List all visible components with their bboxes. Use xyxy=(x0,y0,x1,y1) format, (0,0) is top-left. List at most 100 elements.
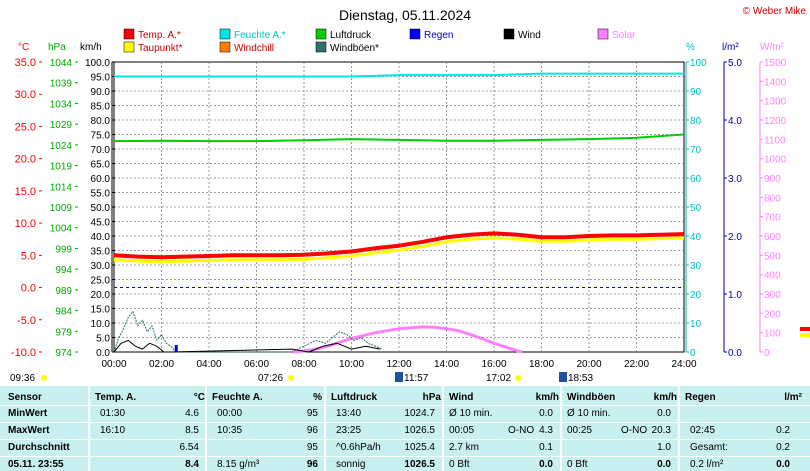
table-cell: 95 xyxy=(306,442,318,453)
noon-time: 11:57 xyxy=(404,373,429,384)
table-cell: 0.2 l/m² xyxy=(690,459,724,470)
sunset-time: 17:02 xyxy=(486,373,511,384)
legend-label: Windchill xyxy=(234,43,274,54)
temp-unit: °C xyxy=(18,42,29,53)
humidity-tick-label: 80 xyxy=(690,116,702,127)
legend-swatch xyxy=(219,28,231,40)
solar-tick-label: 1500 xyxy=(764,58,787,69)
table-header-unit: km/h xyxy=(535,392,559,403)
column-separator xyxy=(560,386,562,471)
wind-tick-label: 20.0 xyxy=(91,290,111,301)
table-cell: Ø 10 min. xyxy=(567,408,611,419)
table-header: Temp. A. xyxy=(95,392,137,403)
column-separator xyxy=(205,386,207,471)
legend-swatch xyxy=(315,41,327,53)
x-tick-label: 10:00 xyxy=(339,359,364,370)
x-tick-label: 00:00 xyxy=(101,359,126,370)
table-cell: 1025.4 xyxy=(404,442,435,453)
pressure-tick-label: 984 xyxy=(55,307,72,318)
table-cell: 00:25 xyxy=(567,425,593,436)
legend-swatch xyxy=(219,41,231,53)
table-cell: 23:25 xyxy=(336,425,362,436)
axes: 35.0 30.0 25.0 20.0 15.0 10.0 5.0 0.0 -5.0 -10.0 1… xyxy=(11,57,787,359)
axis-units: °C hPa km/h % l/m² W/m² xyxy=(18,42,785,53)
rain-tick-label: 0.0 xyxy=(728,348,742,359)
table-cell: 00:05 xyxy=(449,425,475,436)
solar-tick-label: 500 xyxy=(764,251,781,262)
legend-label: Solar xyxy=(612,30,636,41)
table-header: Regen xyxy=(685,392,716,403)
offscreen-trace xyxy=(800,327,810,337)
x-tick-label: 16:00 xyxy=(481,359,506,370)
table-cell: 4.6 xyxy=(185,408,199,419)
humidity-tick-label: 100 xyxy=(690,58,707,69)
row-separator xyxy=(0,422,810,423)
wind-tick-label: 35.0 xyxy=(91,247,111,258)
temp-tick-label: -5.0 xyxy=(17,315,36,327)
table-header: Luftdruck xyxy=(331,392,378,403)
legend-swatch xyxy=(315,28,327,40)
wind-tick-label: 0.0 xyxy=(96,348,110,359)
series-line-windben xyxy=(113,310,383,353)
table-cell: 0.0 xyxy=(539,459,553,470)
table-cell: 96 xyxy=(306,459,318,470)
table-cell: 0.2 xyxy=(776,425,790,436)
legend-label: Luftdruck xyxy=(330,30,372,41)
moonset-time: 18:53 xyxy=(568,373,593,384)
table-cell: 2.7 km xyxy=(449,442,480,453)
table-cell: 0.2 xyxy=(776,442,790,453)
legend-label: Temp. A.* xyxy=(138,30,181,41)
humidity-tick-label: 0 xyxy=(690,348,696,359)
table-row-label: MaxWert xyxy=(8,425,50,436)
table-cell: 01:30 xyxy=(100,408,126,419)
table-cell: 8.15 g/m³ xyxy=(217,459,260,470)
solar-tick-label: 100 xyxy=(764,329,781,340)
humidity-tick-label: 20 xyxy=(690,290,702,301)
x-tick-label: 14:00 xyxy=(434,359,459,370)
temp-tick-label: 20.0 xyxy=(15,154,36,166)
table-cell: 0 Bft xyxy=(567,459,588,470)
stats-table: Sensor Temp. A. °C Feuchte A.% Luftdruck hPa W… xyxy=(0,386,810,471)
table-cell: 6.54 xyxy=(179,442,199,453)
pressure-tick-label: 974 xyxy=(55,348,72,359)
rain-tick-label: 3.0 xyxy=(728,174,742,185)
pressure-tick-label: 1039 xyxy=(50,79,73,90)
offscreen-yellow-tick xyxy=(800,333,810,337)
legend-label: Regen xyxy=(424,30,453,41)
solar-unit: W/m² xyxy=(760,42,785,53)
table-cell: 0 Bft xyxy=(449,459,470,470)
pressure-tick-label: 1019 xyxy=(50,162,73,173)
rain-tick-label: 5.0 xyxy=(728,58,742,69)
solar-tick-label: 600 xyxy=(764,232,781,243)
humidity-tick-label: 50 xyxy=(690,203,702,214)
solar-tick-label: 900 xyxy=(764,174,781,185)
table-cell: Ø 10 min. xyxy=(449,408,493,419)
legend-label: Wind xyxy=(518,30,541,41)
table-cell: 8.5 xyxy=(185,425,199,436)
humidity-tick-label: 70 xyxy=(690,145,702,156)
table-row-label: MinWert xyxy=(8,408,48,419)
table-cell: 13:40 xyxy=(336,408,362,419)
sunrise-marker xyxy=(288,375,294,381)
series-line-feuchtea xyxy=(114,72,684,78)
solar-tick-label: 200 xyxy=(764,309,781,320)
solar-tick-label: 300 xyxy=(764,290,781,301)
rain-tick-label: 4.0 xyxy=(728,116,742,127)
offscreen-red-tick xyxy=(800,327,810,331)
wind-tick-label: 100.0 xyxy=(85,58,110,69)
weather-chart: Dienstag, 05.11.2024 © Weber Mike Temp. … xyxy=(10,6,810,384)
wind-tick-label: 80.0 xyxy=(91,116,111,127)
rain-bar xyxy=(174,345,178,352)
sunset-marker xyxy=(515,375,521,381)
table-cell: 10:35 xyxy=(217,425,243,436)
column-separator xyxy=(678,386,680,471)
rain-unit: l/m² xyxy=(722,42,739,53)
table-header: Windböen xyxy=(567,392,616,403)
table-cell: 20.3 xyxy=(651,425,671,436)
row-separator xyxy=(0,456,810,457)
wind-tick-label: 95.0 xyxy=(91,73,111,84)
humidity-tick-label: 10 xyxy=(690,319,702,330)
humidity-tick-label: 60 xyxy=(690,174,702,185)
wind-tick-label: 65.0 xyxy=(91,160,111,171)
wind-tick-label: 45.0 xyxy=(91,218,111,229)
